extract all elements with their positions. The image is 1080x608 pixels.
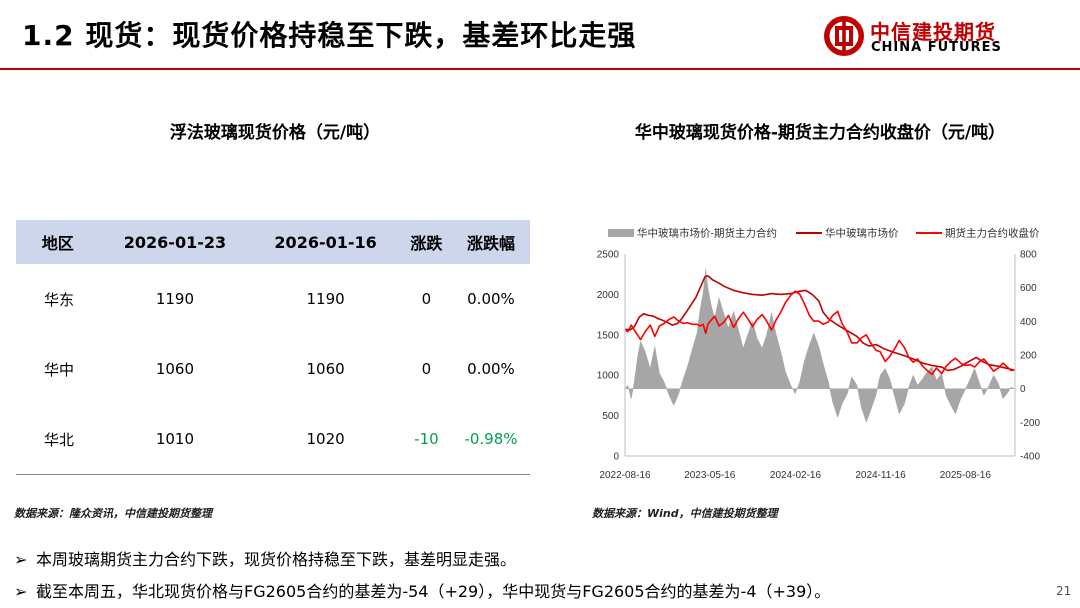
citic-emblem-icon	[824, 16, 864, 56]
cell-change: 0	[421, 290, 432, 308]
y-right-tick-label: 0	[1020, 384, 1026, 395]
table-source-note: 数据来源：隆众资讯，中信建投期货整理	[14, 507, 212, 520]
page-number: 21	[1056, 584, 1072, 598]
series-area-basis	[624, 269, 1016, 424]
bullet-text: 本周玻璃期货主力合约下跌，现货价格持稳至下跌，基差明显走强。	[36, 550, 517, 569]
cell-change: -10	[400, 404, 452, 475]
cell-previous: 1020	[250, 404, 401, 475]
x-tick-label: 2023-05-16	[684, 470, 736, 481]
column-header-region: 地区	[16, 220, 100, 264]
y-right-tick-label: -400	[1020, 452, 1040, 463]
legend-label: 华中玻璃市场价	[825, 227, 899, 240]
legend-swatch-basis	[608, 229, 634, 237]
chart-source-note: 数据来源：Wind，中信建投期货整理	[592, 507, 778, 520]
column-header-previous-date: 2026-01-16	[250, 220, 401, 264]
cell-previous: 1060	[306, 360, 345, 378]
y-left-tick-label: 2000	[597, 290, 620, 301]
cell-region: 华东	[44, 290, 75, 309]
header-divider	[0, 68, 1080, 70]
column-header-change-pct: 涨跌幅	[451, 220, 530, 264]
cell-current: 1190	[155, 290, 195, 308]
basis-chart: 0 500 1000 1500 2000 2500 -400 -200 0 200 400 600 80…	[597, 227, 1041, 482]
y-right-tick-label: 200	[1020, 351, 1037, 362]
bullet-point: ➢ 本周玻璃期货主力合约下跌，现货价格持稳至下跌，基差明显走强。	[14, 546, 516, 570]
column-header-current-date: 2026-01-23	[99, 220, 251, 264]
table-row: 华中 1060 1060 0 0.00%	[16, 334, 530, 404]
cell-current: 1010	[99, 404, 251, 475]
x-tick-label: 2022-08-16	[599, 470, 651, 481]
y-left-tick-label: 1000	[597, 371, 620, 382]
cell-region: 华中	[44, 360, 75, 379]
page-title: 1.2 现货：现货价格持稳至下跌，基差环比走强	[22, 19, 637, 52]
legend-label: 期货主力合约收盘价	[945, 227, 1040, 240]
table-row: 华北 1010 1020 -10 -0.98%	[16, 404, 530, 475]
logo-chinese-name: 中信建投期货	[870, 20, 996, 44]
x-tick-label: 2024-11-16	[855, 470, 906, 481]
arrow-bullet-icon: ➢	[14, 550, 28, 569]
cell-change-pct: -0.98%	[451, 404, 530, 475]
logo-english-name: CHINA FUTURES	[871, 40, 1002, 55]
cell-change: 0	[421, 360, 432, 378]
table-title: 浮法玻璃现货价格（元/吨）	[169, 123, 381, 143]
y-right-tick-label: -200	[1020, 418, 1040, 429]
chart-title: 华中玻璃现货价格-期货主力合约收盘价（元/吨）	[634, 123, 1006, 143]
y-left-tick-label: 2500	[597, 250, 620, 261]
cell-region: 华北	[16, 404, 100, 475]
y-left-tick-label: 1500	[597, 330, 620, 341]
table-header-row: 地区 2026-01-23 2026-01-16 涨跌 涨跌幅	[16, 220, 530, 264]
company-logo: 中信建投期货 CHINA FUTURES	[822, 14, 1012, 58]
spot-price-table: 地区 2026-01-23 2026-01-16 涨跌 涨跌幅 华东 1190 …	[16, 220, 530, 475]
arrow-bullet-icon: ➢	[14, 582, 28, 601]
y-right-tick-label: 800	[1020, 250, 1037, 261]
cell-current: 1060	[155, 360, 195, 378]
bullet-point: ➢ 截至本周五，华北现货价格与FG2605合约的基差为-54（+29），华中现货与…	[14, 578, 830, 602]
x-tick-label: 2024-02-16	[770, 470, 822, 481]
y-right-tick-label: 600	[1020, 283, 1037, 294]
table-row: 华东 1190 1190 0 0.00%	[16, 264, 530, 334]
column-header-change: 涨跌	[400, 220, 452, 264]
bullet-text: 截至本周五，华北现货价格与FG2605合约的基差为-54（+29），华中现货与F…	[36, 582, 831, 601]
cell-previous: 1190	[306, 290, 345, 308]
y-left-tick-label: 500	[602, 411, 619, 422]
series-line-futures-close	[624, 290, 1016, 376]
y-left-tick-label: 0	[613, 452, 619, 463]
x-tick-label: 2025-08-16	[940, 470, 992, 481]
cell-change-pct: 0.00%	[467, 290, 515, 308]
y-right-tick-label: 400	[1020, 317, 1037, 328]
cell-change-pct: 0.00%	[467, 360, 515, 378]
legend-label: 华中玻璃市场价-期货主力合约	[637, 227, 777, 240]
